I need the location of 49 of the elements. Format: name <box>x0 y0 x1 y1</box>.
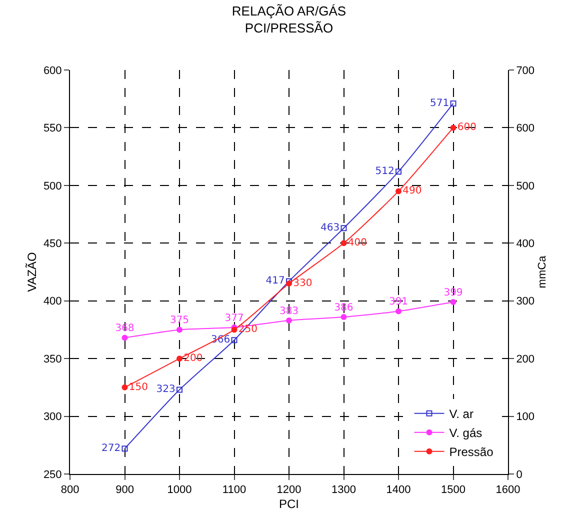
x-tick-label: 1300 <box>332 484 356 496</box>
data-label: 400 <box>348 238 367 249</box>
legend-label: Pressão <box>449 445 494 460</box>
data-label: 463 <box>320 222 340 234</box>
data-label: 600 <box>457 122 476 134</box>
x-tick-label: 1200 <box>276 484 302 496</box>
data-label: 150 <box>128 382 148 393</box>
y-tick-label: 300 <box>43 411 62 424</box>
legend-label: V. ar <box>449 407 474 422</box>
y-tick-label: 450 <box>43 238 62 250</box>
x-axis-title: PCI <box>278 497 300 512</box>
data-label: 490 <box>402 186 422 197</box>
y-tick-label: 400 <box>43 296 62 308</box>
y2-tick-label: 600 <box>516 122 535 135</box>
legend-label: V. gás <box>449 426 482 440</box>
y-axis-title: VAZÃO <box>25 252 39 292</box>
y2-tick-label: 700 <box>516 64 535 77</box>
x-tick-label: 900 <box>116 484 134 496</box>
x-tick-label: 1600 <box>496 484 520 496</box>
y2-tick-label: 400 <box>516 238 535 250</box>
x-tick-label: 1500 <box>441 484 466 496</box>
data-label: 391 <box>388 296 408 308</box>
data-label: 399 <box>444 287 463 298</box>
data-label: 375 <box>170 315 190 326</box>
data-label: 200 <box>184 353 203 364</box>
x-tick-label: 1000 <box>167 484 192 496</box>
x-tick-label: 1400 <box>386 484 411 496</box>
data-label: 512 <box>375 166 394 178</box>
y2-tick-label: 0 <box>516 468 522 481</box>
y-tick-label: 350 <box>43 353 62 366</box>
y-tick-label: 550 <box>43 122 62 135</box>
y2-tick-label: 500 <box>516 180 535 192</box>
data-label: 417 <box>266 276 285 287</box>
x-tick-label: 800 <box>60 484 80 496</box>
y-tick-label: 250 <box>43 468 62 481</box>
y-tick-label: 500 <box>43 180 62 192</box>
y2-axis-title: mmCa <box>536 254 548 288</box>
data-label: 272 <box>102 443 121 454</box>
data-label: 377 <box>224 312 244 324</box>
y-tick-label: 600 <box>43 64 62 77</box>
x-tick-label: 1100 <box>222 484 246 496</box>
data-label: 330 <box>293 278 312 290</box>
chart-title: RELAÇÃO AR/GÁS PCI/PRESSÃO <box>232 3 346 36</box>
data-label: 383 <box>279 306 299 317</box>
y2-tick-label: 200 <box>516 353 535 366</box>
data-label: 571 <box>430 98 450 109</box>
y2-tick-label: 100 <box>516 411 535 424</box>
data-label: 323 <box>156 384 176 396</box>
y2-tick-label: 300 <box>516 296 535 308</box>
